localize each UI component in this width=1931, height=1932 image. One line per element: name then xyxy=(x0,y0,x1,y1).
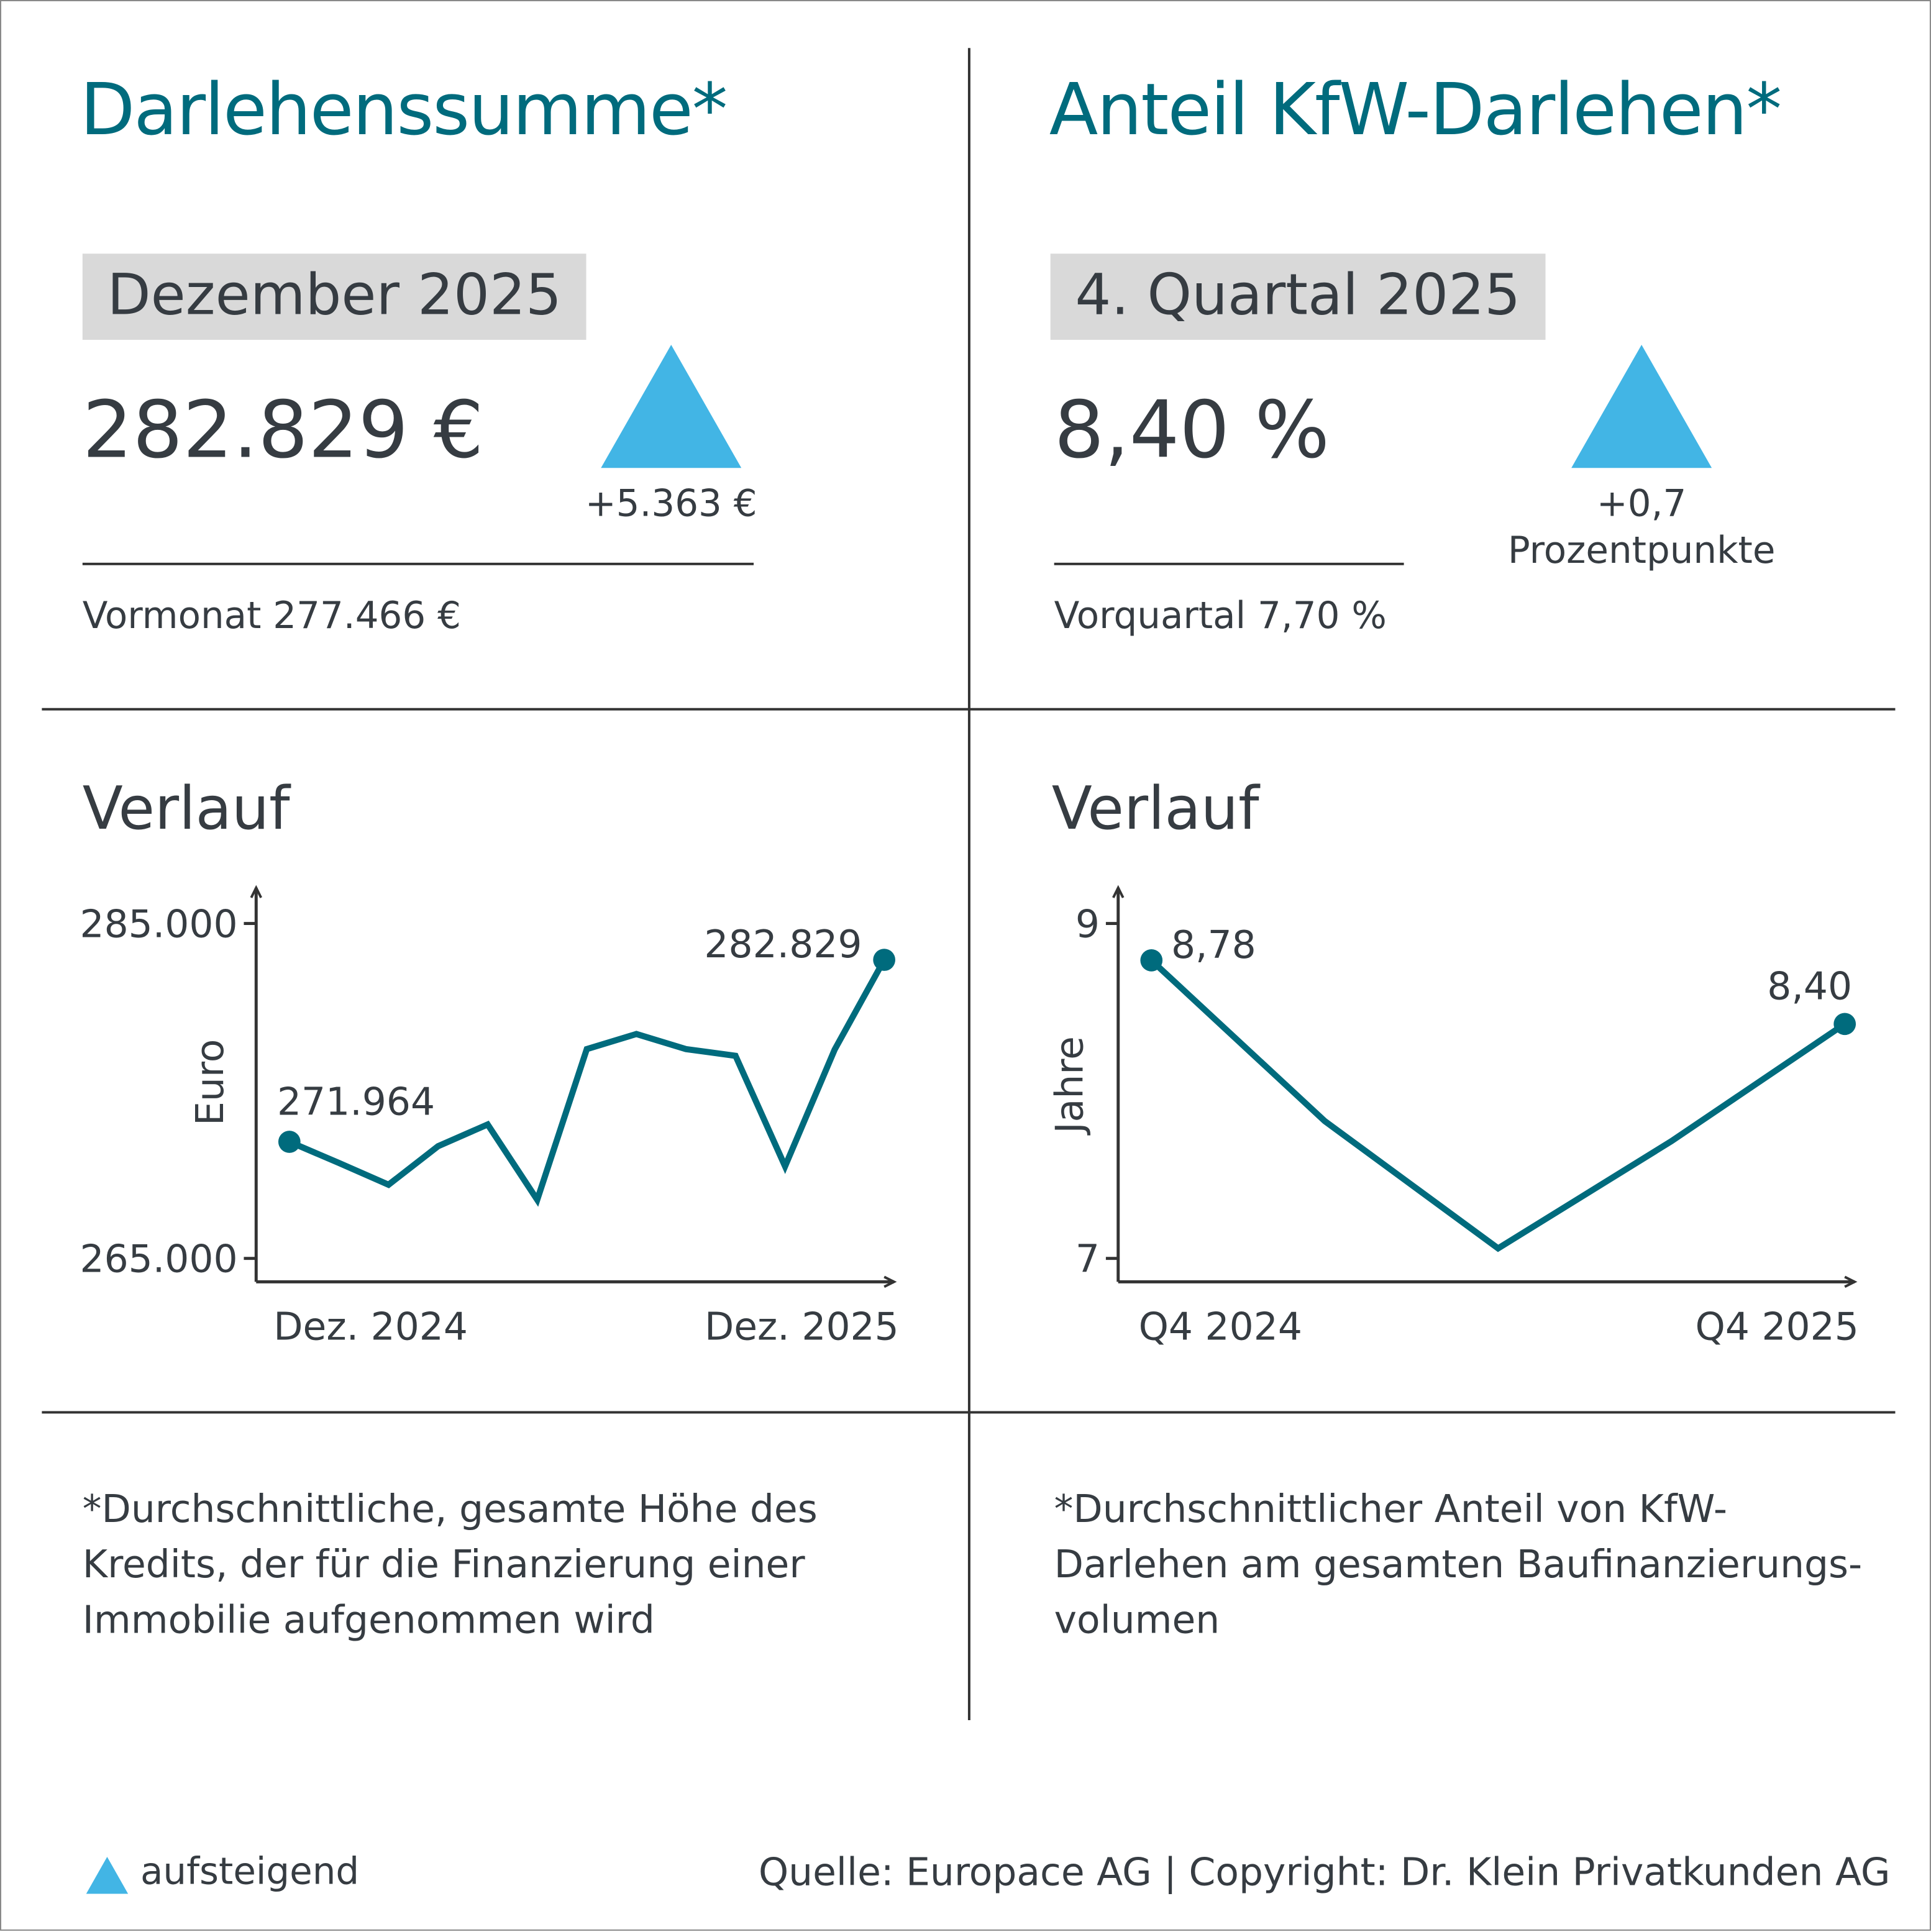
data-point xyxy=(278,1131,301,1153)
y-tick-label: 265.000 xyxy=(80,1237,237,1282)
right-period-badge: 4. Quartal 2025 xyxy=(1050,253,1545,340)
left-divider xyxy=(82,562,754,565)
right-value: 8,40 % xyxy=(1054,385,1330,477)
left-period-badge: Dezember 2025 xyxy=(82,253,587,340)
horizontal-divider xyxy=(42,708,1896,711)
series-line xyxy=(1149,958,1847,1252)
right-title: Anteil KfW-Darlehen* xyxy=(1049,68,1782,152)
source-text: Quelle: Europace AG | Copyright: Dr. Kle… xyxy=(758,1851,1891,1895)
legend-label: aufsteigend xyxy=(140,1851,360,1894)
data-label: 282.829 xyxy=(704,923,862,967)
left-previous: Vormonat 277.466 € xyxy=(82,595,461,638)
data-point xyxy=(1140,949,1163,972)
x-axis-arrow xyxy=(1844,1275,1858,1288)
triangle-up-icon xyxy=(1571,344,1712,468)
horizontal-divider xyxy=(42,1411,1896,1414)
data-label: 8,40 xyxy=(1767,965,1852,1009)
left-footnote: *Durchschnittliche, gesamte Höhe des Kre… xyxy=(82,1487,818,1643)
y-tick-label: 9 xyxy=(1075,902,1100,946)
y-axis-label: Euro xyxy=(188,1039,232,1126)
data-label: 271.964 xyxy=(277,1080,435,1124)
y-axis-arrow xyxy=(250,885,262,898)
right-delta-value: +0,7 xyxy=(1596,482,1687,526)
right-divider xyxy=(1054,562,1404,565)
vertical-divider xyxy=(967,48,970,1720)
right-delta: +0,7 Prozentpunkte xyxy=(1457,481,1827,575)
data-label: 8,78 xyxy=(1171,923,1256,967)
y-axis-label: Jahre xyxy=(1048,1036,1092,1136)
right-footnote: *Durchschnittlicher Anteil von KfW-Darle… xyxy=(1054,1487,1863,1643)
right-chart-heading: Verlauf xyxy=(1051,774,1259,844)
x-tick-label: Dez. 2025 xyxy=(705,1305,899,1349)
data-point xyxy=(1833,1013,1856,1036)
x-axis-arrow xyxy=(883,1275,897,1288)
data-point xyxy=(873,949,895,971)
right-line-chart: 9 7 Q4 2024 Q4 2025 Jahre 8,78 8,40 xyxy=(1048,885,1859,1349)
left-line-chart: 285.000 265.000 Dez. 2024 Dez. 2025 Euro 271.… xyxy=(80,885,899,1349)
triangle-up-icon xyxy=(86,1857,129,1894)
left-delta: +5.363 € xyxy=(585,482,757,526)
series-line xyxy=(288,958,887,1207)
left-title: Darlehenssumme* xyxy=(80,68,728,152)
y-axis-arrow xyxy=(1112,885,1125,898)
x-tick-label: Q4 2024 xyxy=(1139,1305,1302,1349)
y-tick-label: 285.000 xyxy=(80,902,237,946)
x-tick-label: Dez. 2024 xyxy=(273,1305,468,1349)
right-previous: Vorquartal 7,70 % xyxy=(1054,595,1387,638)
left-chart-heading: Verlauf xyxy=(82,774,290,844)
left-value: 282.829 € xyxy=(82,385,484,477)
y-tick-label: 7 xyxy=(1075,1237,1100,1282)
x-tick-label: Q4 2025 xyxy=(1695,1305,1858,1349)
right-delta-unit: Prozentpunkte xyxy=(1507,529,1776,573)
triangle-up-icon xyxy=(601,344,742,468)
